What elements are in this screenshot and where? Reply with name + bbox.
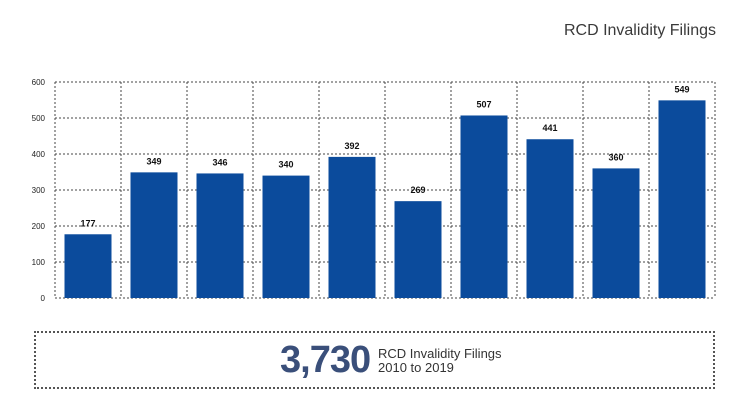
y-tick-label: 300 — [32, 186, 46, 195]
bar — [394, 201, 442, 298]
bar-data-label: 177 — [80, 218, 95, 228]
bar-data-label: 360 — [608, 152, 623, 162]
bar — [262, 175, 310, 298]
summary-text: RCD Invalidity Filings 2010 to 2019 — [378, 347, 502, 375]
bar-data-label: 349 — [146, 156, 161, 166]
bar — [460, 115, 508, 298]
label-layer: 177 349 346 340 392 269 507 441 360 549 — [80, 84, 689, 228]
bar-data-label: 340 — [278, 160, 293, 170]
bar — [328, 156, 376, 298]
summary-line-2: 2010 to 2019 — [378, 360, 454, 375]
bar-chart: 177 349 346 340 392 269 507 441 360 549 0 100 200 30… — [32, 78, 716, 303]
bar — [130, 172, 178, 298]
y-tick-label: 200 — [32, 222, 46, 231]
bar-data-label: 441 — [542, 123, 557, 133]
bar — [196, 173, 244, 298]
y-tick-label: 400 — [32, 150, 46, 159]
y-tick-label: 500 — [32, 114, 46, 123]
y-tick-label: 0 — [41, 294, 46, 303]
bar-data-label: 392 — [344, 141, 359, 151]
bar — [658, 100, 706, 298]
bar-data-label: 507 — [476, 99, 491, 109]
summary-total: 3,730 — [280, 339, 371, 381]
summary-line-1: RCD Invalidity Filings — [378, 346, 502, 361]
bar-data-label: 346 — [212, 157, 227, 167]
y-tick-label: 100 — [32, 258, 46, 267]
chart-title: RCD Invalidity Filings — [563, 22, 716, 39]
bar — [592, 168, 640, 298]
tick-layer: 0 100 200 300 400 500 600 — [32, 78, 46, 303]
summary-box: 3,730 RCD Invalidity Filings 2010 to 201… — [34, 331, 715, 389]
bar-data-label: 549 — [674, 84, 689, 94]
bar-layer — [64, 100, 706, 298]
bar-data-label: 269 — [410, 185, 425, 195]
bar — [64, 234, 112, 298]
bar — [526, 139, 574, 298]
y-tick-label: 600 — [32, 78, 46, 87]
